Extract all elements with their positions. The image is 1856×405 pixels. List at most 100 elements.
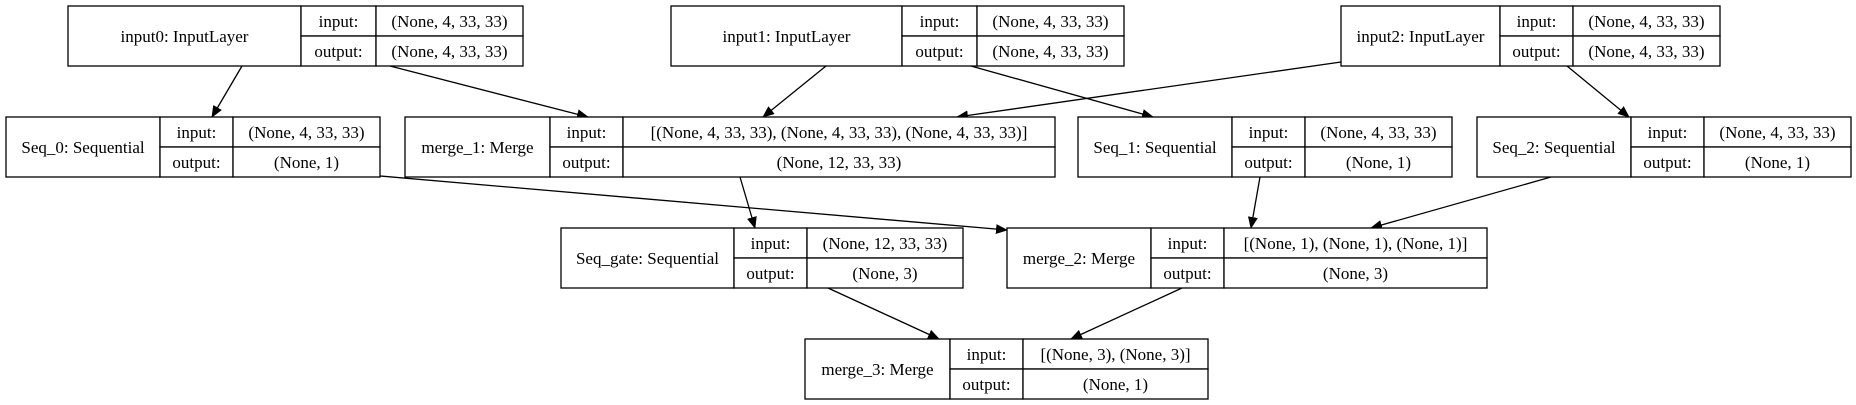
input-shape: (None, 4, 33, 33) bbox=[248, 123, 364, 142]
node-title-cell bbox=[670, 5, 903, 67]
edge-seqgate-to-merge3 bbox=[827, 287, 940, 340]
input-shape: [(None, 3), (None, 3)] bbox=[1040, 345, 1190, 364]
output-shape: (None, 1) bbox=[1745, 153, 1810, 172]
input-label: input: bbox=[319, 12, 359, 31]
input-shape-cell bbox=[232, 116, 381, 148]
node-title: Seq_2: Sequential bbox=[1492, 138, 1616, 157]
input-label: input: bbox=[967, 345, 1007, 364]
output-shape: (None, 4, 33, 33) bbox=[1588, 42, 1704, 61]
node-seq2: Seq_2: Sequential input: output: (None, 4, … bbox=[1476, 116, 1852, 178]
output-shape-cell bbox=[1703, 146, 1852, 178]
node-title: input1: InputLayer bbox=[723, 27, 851, 46]
output-label: output: bbox=[1163, 264, 1211, 283]
edge-input0-to-seq0 bbox=[211, 65, 243, 118]
output-shape: (None, 4, 33, 33) bbox=[391, 42, 507, 61]
output-shape: (None, 3) bbox=[1323, 264, 1388, 283]
node-title-cell bbox=[67, 5, 302, 67]
input-shape-cell bbox=[1304, 116, 1453, 148]
input-label: input: bbox=[1168, 234, 1208, 253]
node-input0: input0: InputLayer input: output: (None, 4,… bbox=[67, 5, 524, 67]
node-seq1: Seq_1: Sequential input: output: (None, 4, … bbox=[1077, 116, 1453, 178]
input-label-cell bbox=[1231, 116, 1306, 148]
node-title: input2: InputLayer bbox=[1357, 27, 1485, 46]
node-title: merge_2: Merge bbox=[1023, 249, 1135, 268]
input-label: input: bbox=[177, 123, 217, 142]
edge-merge2-to-merge3 bbox=[1070, 287, 1183, 340]
output-label: output: bbox=[962, 375, 1010, 394]
input-label-cell bbox=[549, 116, 624, 148]
input-shape: (None, 4, 33, 33) bbox=[1588, 12, 1704, 31]
input-shape: (None, 12, 33, 33) bbox=[823, 234, 948, 253]
output-label: output: bbox=[562, 153, 610, 172]
input-shape: [(None, 1), (None, 1), (None, 1)] bbox=[1244, 234, 1468, 253]
node-input1: input1: InputLayer input: output: (None, 4,… bbox=[670, 5, 1125, 67]
output-shape-cell bbox=[1304, 146, 1453, 178]
node-title: merge_1: Merge bbox=[421, 138, 533, 157]
output-label: output: bbox=[915, 42, 963, 61]
output-label: output: bbox=[314, 42, 362, 61]
output-shape: (None, 1) bbox=[1083, 375, 1148, 394]
input-label: input: bbox=[920, 12, 960, 31]
input-label-cell bbox=[733, 227, 808, 259]
node-title-cell bbox=[804, 338, 951, 400]
edge-input1-to-seq1 bbox=[970, 65, 1154, 119]
output-shape: (None, 4, 33, 33) bbox=[992, 42, 1108, 61]
input-shape: (None, 4, 33, 33) bbox=[1320, 123, 1436, 142]
edges bbox=[211, 61, 1630, 340]
node-title-cell bbox=[560, 227, 735, 289]
node-title-cell bbox=[404, 116, 551, 178]
node-title: Seq_1: Sequential bbox=[1093, 138, 1217, 157]
output-label-cell bbox=[733, 257, 808, 289]
node-merge3: merge_3: Merge input: output: [(None, 3), (… bbox=[804, 338, 1209, 400]
input-label-cell bbox=[1499, 5, 1574, 37]
node-merge1: merge_1: Merge input: output: [(None, 4, 33… bbox=[404, 116, 1056, 178]
output-shape: (None, 12, 33, 33) bbox=[777, 153, 902, 172]
input-shape: (None, 4, 33, 33) bbox=[992, 12, 1108, 31]
output-label-cell bbox=[901, 35, 978, 67]
output-shape-cell bbox=[1223, 257, 1488, 289]
output-shape-cell bbox=[232, 146, 381, 178]
node-title: merge_3: Merge bbox=[821, 360, 933, 379]
output-shape-cell bbox=[1022, 368, 1209, 400]
input-label: input: bbox=[1648, 123, 1688, 142]
output-label: output: bbox=[1643, 153, 1691, 172]
input-shape-cell bbox=[622, 116, 1056, 148]
edge-input2-to-merge1 bbox=[956, 61, 1342, 121]
output-shape: (None, 1) bbox=[1346, 153, 1411, 172]
input-shape: (None, 4, 33, 33) bbox=[1719, 123, 1835, 142]
output-label: output: bbox=[1244, 153, 1292, 172]
input-shape: (None, 4, 33, 33) bbox=[391, 12, 507, 31]
output-shape: (None, 1) bbox=[274, 153, 339, 172]
input-label: input: bbox=[1517, 12, 1557, 31]
input-label: input: bbox=[1249, 123, 1289, 142]
input-label-cell bbox=[949, 338, 1024, 370]
node-title: Seq_0: Sequential bbox=[21, 138, 145, 157]
output-label-cell bbox=[300, 35, 377, 67]
output-shape-cell bbox=[622, 146, 1056, 178]
edge-input2-to-seq2 bbox=[1566, 65, 1630, 118]
node-merge2: merge_2: Merge input: output: [(None, 1), (… bbox=[1006, 227, 1488, 289]
nodes: input0: InputLayer input: output: (None, 4,… bbox=[5, 5, 1852, 400]
output-label-cell bbox=[949, 368, 1024, 400]
node-title-cell bbox=[1006, 227, 1152, 289]
input-shape-cell bbox=[1572, 5, 1721, 37]
node-input2: input2: InputLayer input: output: (None, 4,… bbox=[1340, 5, 1721, 67]
input-shape: [(None, 4, 33, 33), (None, 4, 33, 33), (… bbox=[651, 123, 1028, 142]
edge-input1-to-merge1 bbox=[762, 65, 827, 118]
output-label: output: bbox=[172, 153, 220, 172]
input-label: input: bbox=[567, 123, 607, 142]
input-shape-cell bbox=[375, 5, 524, 37]
output-label-cell bbox=[1231, 146, 1306, 178]
edge-seq0-to-merge2 bbox=[379, 175, 1008, 235]
output-label: output: bbox=[1512, 42, 1560, 61]
output-label-cell bbox=[1499, 35, 1574, 67]
input-shape-cell bbox=[806, 227, 964, 259]
edge-seq2-to-merge2 bbox=[1370, 176, 1552, 230]
node-title: Seq_gate: Sequential bbox=[576, 249, 719, 268]
output-shape: (None, 3) bbox=[852, 264, 917, 283]
edge-merge1-to-seqgate bbox=[739, 176, 757, 229]
output-label-cell bbox=[549, 146, 624, 178]
node-title: input0: InputLayer bbox=[121, 27, 249, 46]
output-shape-cell bbox=[976, 35, 1125, 67]
